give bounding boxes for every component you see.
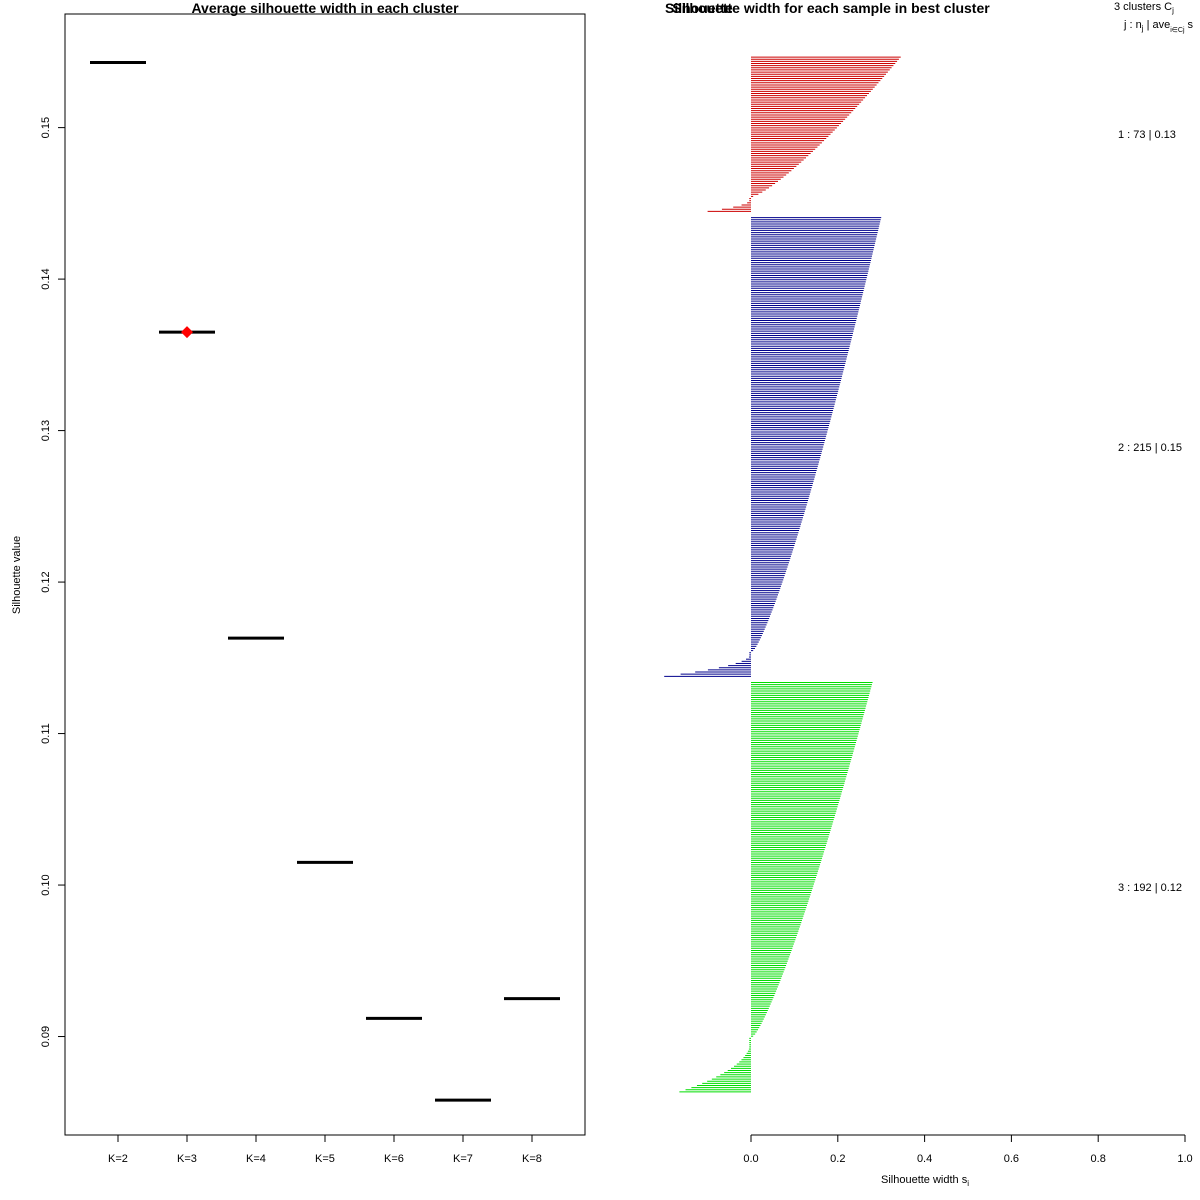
- right-x-axis: 0.0 0.2 0.4 0.6 0.8 1.0: [743, 1134, 1193, 1165]
- legend-cluster-3: 3 : 192 | 0.12: [1118, 882, 1182, 894]
- left-x-tick-label: K=7: [453, 1153, 473, 1165]
- right-x-tick-label: 0.4: [917, 1153, 932, 1165]
- left-y-tick-label: 0.14: [40, 268, 52, 289]
- left-y-tick-label: 0.09: [40, 1026, 52, 1047]
- right-x-tick-label: 0.0: [743, 1153, 758, 1165]
- left-plot-frame: [64, 13, 586, 1136]
- left-y-axis: 0.09 0.10 0.11 0.12 0.13 0.14 0.15: [40, 117, 65, 1047]
- left-chart-title: Average silhouette width in each cluster: [191, 0, 459, 16]
- legend-cluster-2: 2 : 215 | 0.15: [1118, 442, 1182, 454]
- legend-cluster-1: 1 : 73 | 0.13: [1118, 129, 1176, 141]
- left-panel: Average silhouette width in each cluster…: [11, 0, 586, 1165]
- left-x-tick-label: K=8: [522, 1153, 542, 1165]
- right-x-tick-label: 1.0: [1177, 1153, 1192, 1165]
- left-data-marks: [90, 60, 560, 1102]
- cluster-2-bars: [664, 217, 882, 677]
- left-y-tick-label: 0.12: [40, 571, 52, 592]
- left-y-tick-label: 0.11: [40, 723, 52, 744]
- legend-header-line2: j : nj | avei∈Cj s: [1123, 19, 1194, 34]
- legend-header-line1: 3 clusters Cj: [1114, 1, 1174, 15]
- silhouette-bars: [664, 56, 901, 1093]
- right-x-axis-label: Silhouette width si: [881, 1174, 969, 1188]
- right-x-tick-label: 0.8: [1091, 1153, 1106, 1165]
- left-y-tick-label: 0.10: [40, 874, 52, 895]
- cluster-legend-header: 3 clusters Cj j : nj | avei∈Cj s: [1114, 1, 1194, 34]
- right-chart-title: Silhouette width for each sample in best…: [672, 0, 990, 16]
- right-x-tick-label: 0.6: [1004, 1153, 1019, 1165]
- left-x-tick-label: K=3: [177, 1153, 197, 1165]
- cluster-legend-labels: 1 : 73 | 0.13 2 : 215 | 0.15 3 : 192 | 0.1…: [1118, 129, 1182, 894]
- left-y-axis-label: Silhouette value: [11, 536, 23, 614]
- left-x-tick-label: K=5: [315, 1153, 335, 1165]
- cluster-1-bars: [707, 56, 901, 212]
- best-k-marker: [181, 326, 193, 339]
- right-x-tick-label: 0.2: [830, 1153, 845, 1165]
- right-overlapped-title: Silhouette: [665, 0, 733, 16]
- left-x-tick-label: K=4: [246, 1153, 266, 1165]
- left-x-axis: K=2 K=3 K=4 K=5 K=6 K=7 K=8: [108, 1135, 542, 1165]
- left-x-tick-label: K=6: [384, 1153, 404, 1165]
- cluster-3-bars: [679, 681, 873, 1093]
- left-x-tick-label: K=2: [108, 1153, 128, 1165]
- left-y-tick-label: 0.13: [40, 420, 52, 441]
- right-panel: Silhouette Silhouette width for each sam…: [664, 0, 1194, 1188]
- left-y-tick-label: 0.15: [40, 117, 52, 138]
